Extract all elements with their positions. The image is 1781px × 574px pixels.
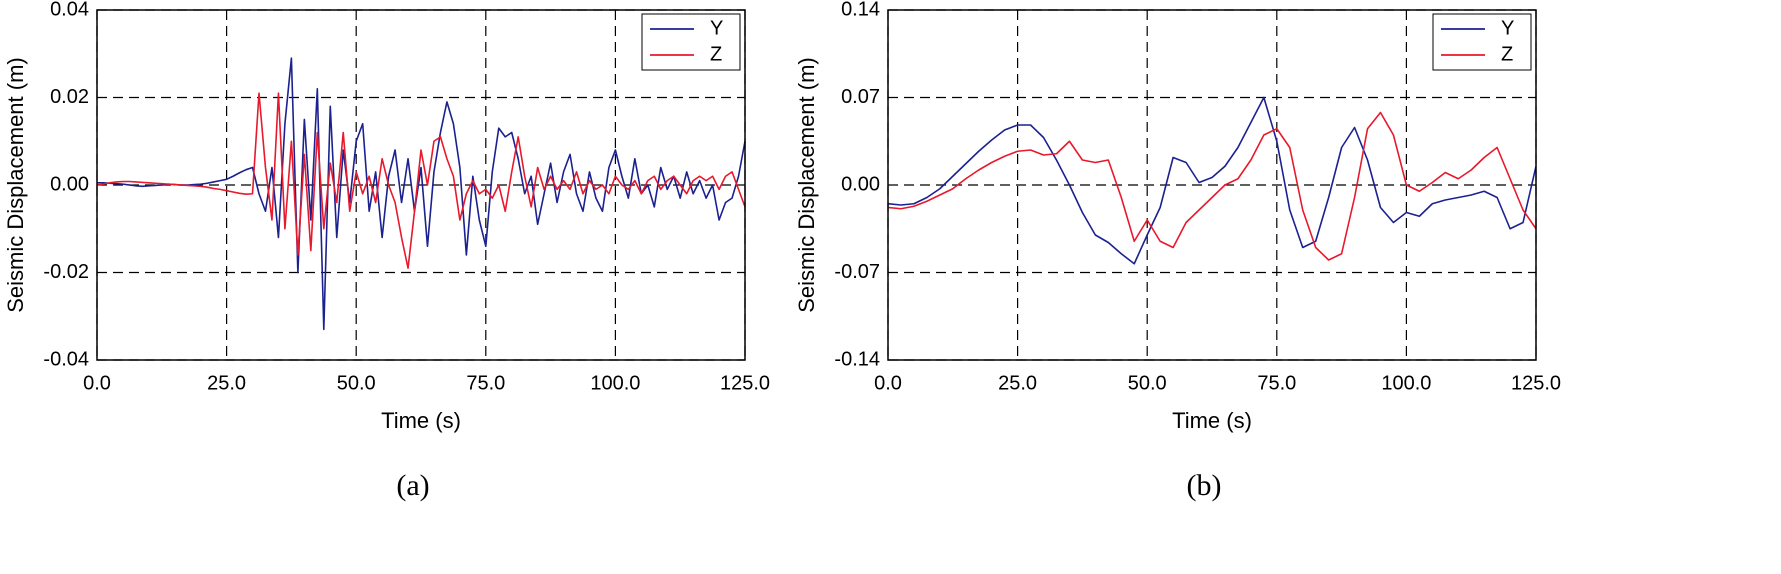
x-tick-label: 125.0 (720, 372, 770, 394)
x-tick-label: 0.0 (83, 372, 111, 394)
caption: (a) (396, 469, 429, 502)
x-axis-label: Time (s) (1172, 408, 1252, 433)
legend-label: Y (1501, 17, 1514, 39)
x-tick-label: 75.0 (466, 372, 505, 394)
x-tick-label: 100.0 (590, 372, 640, 394)
x-tick-label: 25.0 (998, 372, 1037, 394)
data-line (97, 57, 746, 331)
caption: (b) (1187, 469, 1222, 502)
legend-label: Y (710, 17, 723, 39)
x-tick-label: 50.0 (1128, 372, 1167, 394)
y-tick-label: 0.02 (50, 86, 89, 108)
data-line (96, 92, 746, 269)
x-axis-label: Time (s) (381, 408, 461, 433)
x-tick-label: 0.0 (874, 372, 902, 394)
y-tick-label: -0.04 (43, 348, 89, 370)
y-tick-label: -0.14 (834, 348, 880, 370)
x-tick-label: 100.0 (1381, 372, 1431, 394)
plot-frame (96, 9, 746, 361)
legend-box (1432, 13, 1532, 71)
y-tick-label: 0.00 (841, 173, 880, 195)
y-tick-label: 0.14 (841, 0, 880, 20)
y-axis-label: Seismic Displacement (m) (794, 57, 819, 313)
y-tick-label: 0.07 (841, 86, 880, 108)
y-tick-label: 0.04 (50, 0, 89, 20)
x-tick-label: 50.0 (337, 372, 376, 394)
y-tick-label: -0.02 (43, 261, 89, 283)
data-line (887, 96, 1537, 265)
y-tick-label: 0.00 (50, 173, 89, 195)
legend-label: Z (710, 43, 722, 65)
x-tick-label: 25.0 (207, 372, 246, 394)
data-line (887, 111, 1537, 261)
legend-box (641, 13, 741, 71)
plot-frame (887, 9, 1537, 361)
y-tick-label: -0.07 (834, 261, 880, 283)
legend-label: Z (1501, 43, 1513, 65)
x-tick-label: 125.0 (1511, 372, 1561, 394)
x-tick-label: 75.0 (1257, 372, 1296, 394)
y-axis-label: Seismic Displacement (m) (3, 57, 28, 313)
